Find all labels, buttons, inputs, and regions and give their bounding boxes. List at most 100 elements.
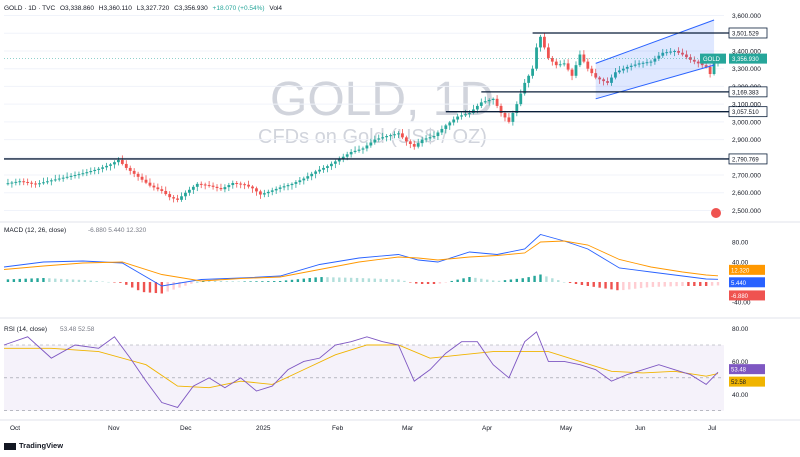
candle-body xyxy=(475,105,479,110)
macd-histogram-bar xyxy=(344,277,347,282)
candle-body xyxy=(412,144,416,147)
candle-body xyxy=(85,172,89,174)
macd-histogram-bar xyxy=(426,282,430,284)
candle-body xyxy=(302,178,306,181)
macd-histogram-bar xyxy=(12,279,16,282)
macd-histogram-bar xyxy=(249,281,252,282)
candle-body xyxy=(176,198,179,200)
candle-body xyxy=(341,156,345,160)
level-label-bg xyxy=(728,86,768,98)
macd-y-tick-label: -40.00 xyxy=(732,300,751,307)
candle-body xyxy=(337,159,341,162)
macd-histogram-bar xyxy=(604,282,607,289)
rsi-value-bg xyxy=(729,364,765,375)
candle-body xyxy=(10,182,14,184)
macd-histogram-bar xyxy=(693,282,696,286)
x-tick-label: Oct xyxy=(10,425,20,432)
candle-body xyxy=(282,186,286,188)
macd-histogram-bar xyxy=(480,278,483,282)
x-tick-label: May xyxy=(560,425,573,432)
candle-body xyxy=(424,138,428,140)
main-y-tick-label: 3,000.000 xyxy=(732,119,761,126)
candle-body xyxy=(397,133,400,135)
candle-body xyxy=(527,75,531,83)
candle-body xyxy=(318,169,321,172)
macd-histogram-bar xyxy=(397,279,400,282)
candle-body xyxy=(637,63,641,65)
current-price-label: 3,356.930 xyxy=(732,57,759,63)
change-value: +18.070 (+0.54%) xyxy=(212,5,265,12)
macd-histogram-bar xyxy=(415,282,418,284)
candle-body xyxy=(665,52,669,54)
candle-body xyxy=(669,51,673,53)
candle-body xyxy=(389,135,392,137)
macd-histogram-bar xyxy=(314,277,317,282)
x-tick-label: Jun xyxy=(635,425,646,432)
macd-histogram-bar xyxy=(551,278,554,282)
flag-icon xyxy=(711,208,721,218)
candle-body xyxy=(408,141,412,145)
volume-value: Vol4 xyxy=(269,5,283,12)
candle-body xyxy=(404,137,408,142)
candle-body xyxy=(251,186,254,189)
candle-body xyxy=(483,101,487,103)
candle-body xyxy=(539,36,542,48)
macd-histogram-bar xyxy=(42,278,45,282)
macd-histogram-bar xyxy=(592,282,595,287)
candle-body xyxy=(195,183,199,187)
macd-histogram-bar xyxy=(308,278,311,282)
candle-body xyxy=(696,61,700,64)
symbol-price-tag-bg xyxy=(700,53,726,64)
macd-histogram-bar xyxy=(450,280,453,282)
candle-body xyxy=(712,63,716,75)
candle-body xyxy=(306,176,310,179)
candle-body xyxy=(156,187,160,190)
main-y-tick-label: 3,100.000 xyxy=(732,102,761,109)
macd-histogram-bar xyxy=(148,282,152,293)
candle-body xyxy=(645,62,649,64)
candle-body xyxy=(440,128,444,133)
macd-histogram-bar xyxy=(645,282,649,288)
candle-body xyxy=(6,183,10,185)
candle-body xyxy=(365,145,369,149)
candle-body xyxy=(499,105,503,113)
macd-histogram-bar xyxy=(432,282,436,284)
candle-body xyxy=(594,73,598,78)
macd-histogram-bar xyxy=(231,281,234,282)
candle-body xyxy=(428,137,432,139)
macd-histogram-bar xyxy=(486,279,489,282)
macd-histogram-bar xyxy=(71,279,75,282)
macd-histogram-bar xyxy=(361,278,365,282)
candle-body xyxy=(468,113,471,115)
macd-value: 5.440 xyxy=(731,281,747,287)
candle-body xyxy=(633,64,637,66)
main-y-tick-label: 3,600.000 xyxy=(732,13,761,20)
candle-body xyxy=(290,183,294,186)
level-label-bg xyxy=(728,106,768,118)
candle-body xyxy=(105,165,108,168)
candle-body xyxy=(30,182,34,184)
candle-body xyxy=(207,185,211,187)
macd-histogram-bar xyxy=(255,281,258,282)
macd-histogram-bar xyxy=(675,282,678,287)
rsi-title: RSI (14, close) xyxy=(4,326,47,333)
candle-body xyxy=(333,161,337,164)
candle-body xyxy=(507,117,511,122)
macd-histogram-bar xyxy=(225,281,229,282)
candle-body xyxy=(369,142,373,146)
level-label-bg xyxy=(728,153,768,165)
candle-body xyxy=(191,186,195,190)
candle-body xyxy=(685,54,688,58)
rsi-ma-value-bg xyxy=(729,376,765,387)
candle-body xyxy=(452,119,456,123)
level-label: 3,057.510 xyxy=(732,110,759,116)
candle-body xyxy=(610,77,613,83)
rsi-value: 53.48 xyxy=(731,368,747,374)
macd-histogram-bar xyxy=(65,279,69,282)
candle-body xyxy=(677,50,680,53)
macd-histogram-bar xyxy=(125,282,128,285)
candle-body xyxy=(590,68,594,74)
macd-params: -6.880 5.440 12.320 xyxy=(88,227,147,234)
symbol-label: GOLD · 1D · TVC xyxy=(4,5,56,12)
candle-body xyxy=(152,185,156,188)
